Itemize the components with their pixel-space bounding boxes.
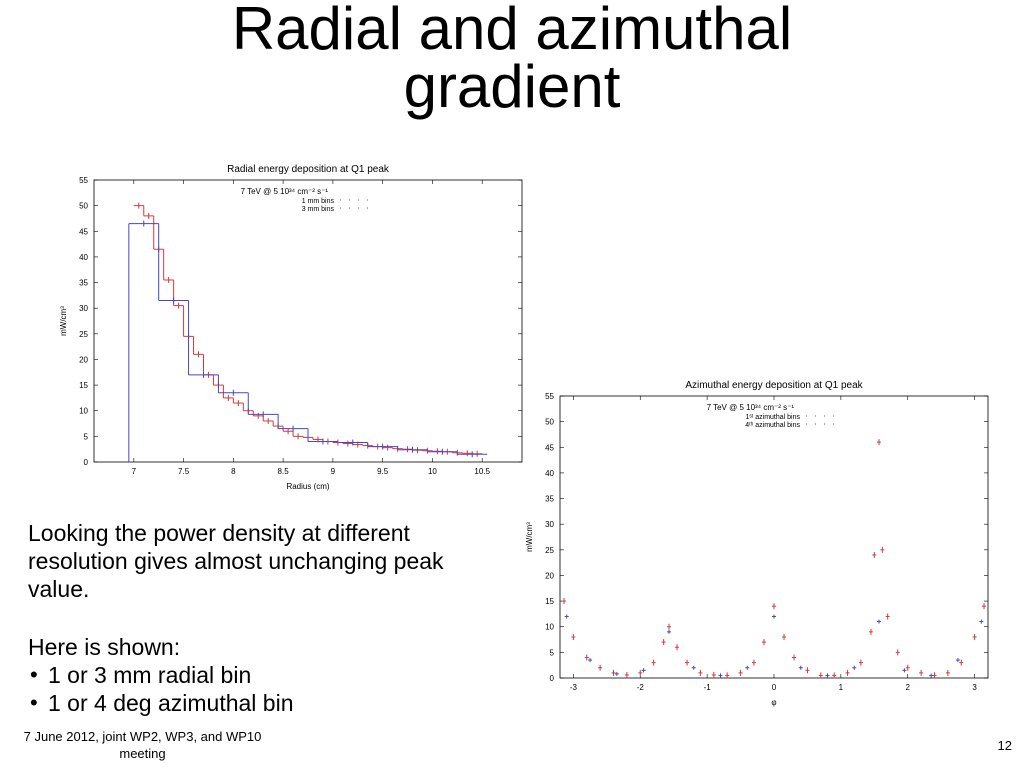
y-axis-label: mW/cm³ bbox=[59, 306, 68, 336]
footer-text: 7 June 2012, joint WP2, WP3, and WP10 me… bbox=[23, 729, 262, 761]
y-tick-label: 15 bbox=[545, 597, 554, 606]
bullet-item-2: • 1 or 4 deg azimuthal bin bbox=[28, 689, 488, 717]
x-tick-label: 3 bbox=[972, 683, 977, 692]
legend-entry-label: 1ˢᵗ azimuthal bins bbox=[746, 414, 801, 421]
y-tick-label: 25 bbox=[79, 330, 88, 339]
x-tick-label: 9.5 bbox=[377, 467, 389, 476]
legend-entry-label: 1 mm bins bbox=[302, 198, 335, 205]
legend-title: 7 TeV @ 5 10³⁴ cm⁻² s⁻¹ bbox=[707, 403, 795, 412]
x-tick-label: 7 bbox=[132, 467, 137, 476]
y-tick-label: 5 bbox=[550, 648, 555, 657]
plot-frame bbox=[559, 395, 989, 679]
y-tick-label: 55 bbox=[545, 392, 554, 401]
x-tick-label: 1 bbox=[839, 683, 844, 692]
x-tick-label: 8 bbox=[231, 467, 236, 476]
legend-title: 7 TeV @ 5 10³⁴ cm⁻² s⁻¹ bbox=[241, 187, 329, 196]
bullet-dot-icon: • bbox=[30, 662, 38, 687]
y-axis-label: mW/cm³ bbox=[525, 522, 534, 552]
y-tick-label: 20 bbox=[545, 571, 554, 580]
y-tick-label: 55 bbox=[79, 176, 88, 185]
x-tick-label: -3 bbox=[570, 683, 578, 692]
y-tick-label: 30 bbox=[545, 520, 554, 529]
bullet-item-1: • 1 or 3 mm radial bin bbox=[28, 661, 488, 689]
chart-title: Radial energy deposition at Q1 peak bbox=[227, 164, 390, 175]
x-tick-label: 7.5 bbox=[178, 467, 190, 476]
y-tick-label: 20 bbox=[79, 355, 88, 364]
bullet-text-2: 1 or 4 deg azimuthal bin bbox=[48, 690, 294, 716]
y-tick-label: 15 bbox=[79, 381, 88, 390]
y-tick-label: 5 bbox=[84, 432, 89, 441]
x-tick-label: -2 bbox=[637, 683, 645, 692]
x-tick-label: 2 bbox=[906, 683, 911, 692]
x-tick-label: 10 bbox=[428, 467, 437, 476]
y-tick-label: 35 bbox=[79, 279, 88, 288]
x-tick-label: -1 bbox=[704, 683, 712, 692]
series-group bbox=[133, 202, 483, 457]
x-tick-label: 10.5 bbox=[474, 467, 490, 476]
y-tick-label: 40 bbox=[79, 253, 88, 262]
y-tick-label: 45 bbox=[545, 443, 554, 452]
series-group bbox=[128, 220, 488, 462]
chart-svg: Azimuthal energy deposition at Q1 peak 0 5… bbox=[525, 380, 989, 707]
series-group bbox=[562, 439, 986, 679]
body-paragraph-2: Here is shown: bbox=[28, 634, 181, 660]
x-axis-label: Radius (cm) bbox=[286, 482, 329, 491]
x-axis-label: φ bbox=[771, 698, 776, 707]
x-tick-label: 9 bbox=[331, 467, 336, 476]
x-tick-label: 0 bbox=[772, 683, 777, 692]
y-tick-label: 10 bbox=[79, 407, 88, 416]
chart-svg: Radial energy deposition at Q1 peak 0 5 10 1… bbox=[59, 164, 523, 491]
y-tick-label: 40 bbox=[545, 469, 554, 478]
radial-chart: Radial energy deposition at Q1 peak 0 5 10 1… bbox=[50, 156, 530, 498]
y-tick-label: 50 bbox=[79, 202, 88, 211]
y-tick-label: 10 bbox=[545, 623, 554, 632]
slide-title: Radial and azimuthal gradient bbox=[0, 0, 1024, 120]
bullet-dot-icon: • bbox=[30, 690, 38, 715]
x-tick-label: 8.5 bbox=[278, 467, 290, 476]
azimuthal-chart: Azimuthal energy deposition at Q1 peak 0 5… bbox=[516, 370, 994, 710]
y-tick-label: 45 bbox=[79, 227, 88, 236]
slide-title-line-2: gradient bbox=[403, 53, 621, 120]
y-tick-label: 35 bbox=[545, 495, 554, 504]
body-text: Looking the power density at different r… bbox=[28, 519, 488, 717]
body-paragraph-1: Looking the power density at different r… bbox=[28, 520, 444, 602]
plot-frame bbox=[93, 179, 523, 463]
page-number: 12 bbox=[997, 738, 1012, 753]
y-tick-label: 30 bbox=[79, 304, 88, 313]
legend-entry-label: 4ᵗʰ azimuthal bins bbox=[745, 422, 800, 429]
chart-title: Azimuthal energy deposition at Q1 peak bbox=[685, 380, 863, 391]
slide-title-line-1: Radial and azimuthal bbox=[231, 0, 793, 62]
y-tick-label: 0 bbox=[84, 458, 89, 467]
series-group bbox=[564, 614, 984, 678]
y-tick-label: 0 bbox=[550, 674, 555, 683]
bullet-text-1: 1 or 3 mm radial bin bbox=[48, 662, 252, 688]
y-tick-label: 25 bbox=[545, 546, 554, 555]
y-tick-label: 50 bbox=[545, 418, 554, 427]
legend-entry-label: 3 mm bins bbox=[302, 206, 335, 213]
